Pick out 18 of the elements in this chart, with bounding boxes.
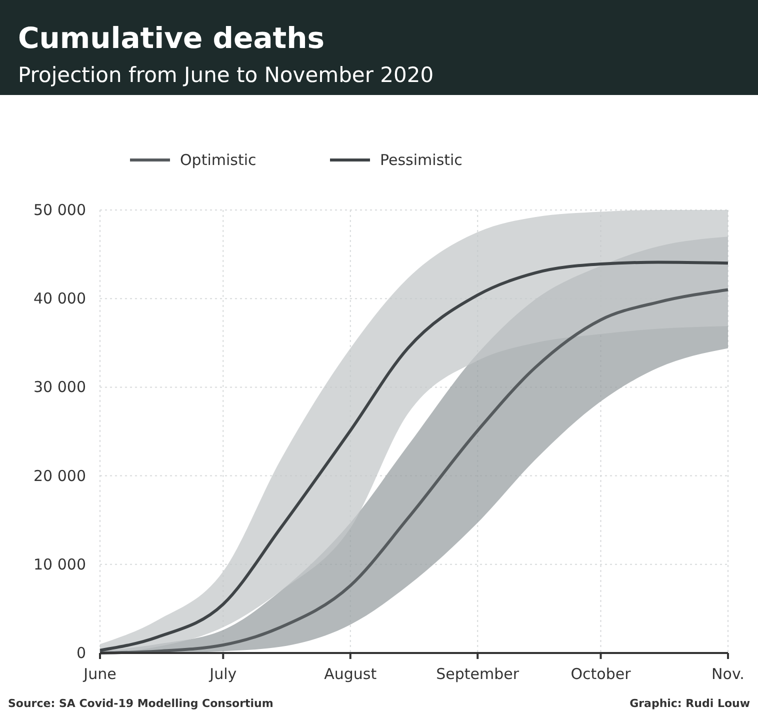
x-tick-label: June xyxy=(82,665,116,683)
x-tick-label: September xyxy=(436,665,520,683)
x-tick-label: Nov. xyxy=(712,665,744,683)
y-tick-label: 30 000 xyxy=(34,378,86,396)
x-tick-label: October xyxy=(570,665,632,683)
x-tick-label: July xyxy=(208,665,237,683)
x-tick-label: August xyxy=(324,665,377,683)
chart-title: Cumulative deaths xyxy=(18,21,325,55)
y-tick-label: 50 000 xyxy=(34,201,86,219)
y-tick-label: 40 000 xyxy=(34,290,86,308)
legend-label: Optimistic xyxy=(180,151,256,169)
text: Graphic: Rudi Louw xyxy=(630,697,750,710)
y-tick-label: 10 000 xyxy=(34,555,86,574)
legend-label: Pessimistic xyxy=(380,151,462,169)
y-tick-label: 20 000 xyxy=(34,466,86,485)
y-tick-label: 0 xyxy=(76,644,86,662)
chart-subtitle: Projection from June to November 2020 xyxy=(18,63,434,87)
source-note: Source: SA Covid-19 Modelling Consortium xyxy=(8,697,274,710)
